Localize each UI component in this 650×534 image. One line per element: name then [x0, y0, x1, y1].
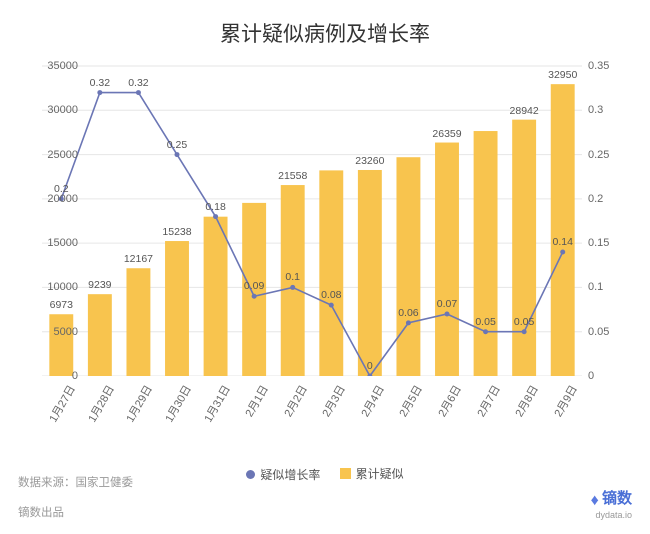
- bar-value-label: 28942: [510, 105, 539, 117]
- bar-value-label: 9239: [88, 279, 111, 291]
- line-value-label: 0.18: [205, 201, 225, 213]
- credit: 镝数出品: [18, 504, 632, 520]
- line-marker: [329, 303, 334, 308]
- bar: [165, 241, 189, 376]
- y-right-tick: 0.05: [588, 326, 609, 338]
- bar-value-label: 15238: [162, 226, 191, 238]
- line-marker: [445, 312, 450, 317]
- bar-value-label: 21558: [278, 170, 307, 182]
- flame-icon: ♦: [591, 492, 599, 510]
- footer: 数据来源：国家卫健委 镝数出品 ♦ 镝数 dydata.io: [0, 466, 650, 534]
- bar: [358, 170, 382, 376]
- line-marker: [97, 90, 102, 95]
- y-right-tick: 0.1: [588, 281, 603, 293]
- bar: [49, 314, 73, 376]
- line-marker: [522, 329, 527, 334]
- bar: [512, 120, 536, 376]
- bar: [396, 157, 420, 376]
- line-value-label: 0.05: [475, 316, 495, 328]
- y-left-tick: 10000: [47, 281, 78, 293]
- logo-sub: dydata.io: [591, 510, 632, 520]
- bar: [88, 294, 112, 376]
- line-marker: [560, 250, 565, 255]
- y-left-tick: 25000: [47, 149, 78, 161]
- data-source: 数据来源：国家卫健委: [18, 474, 632, 490]
- bar: [204, 217, 228, 376]
- chart-container: 累计疑似病例及增长率 05000100001500020000250003000…: [0, 0, 650, 534]
- bar-value-label: 32950: [548, 69, 577, 81]
- line-value-label: 0.05: [514, 316, 534, 328]
- line-value-label: 0.32: [90, 77, 110, 89]
- logo-row: ♦ 镝数: [591, 487, 632, 510]
- line-value-label: 0.06: [398, 307, 418, 319]
- chart-title: 累计疑似病例及增长率: [0, 0, 650, 58]
- line-value-label: 0.08: [321, 289, 341, 301]
- line-marker: [175, 152, 180, 157]
- y-left-tick: 15000: [47, 237, 78, 249]
- y-left-tick: 30000: [47, 104, 78, 116]
- y-right-tick: 0.3: [588, 104, 603, 116]
- y-left-tick: 35000: [47, 60, 78, 72]
- line-value-label: 0.09: [244, 280, 264, 292]
- y-left-tick: 5000: [54, 326, 78, 338]
- y-right-tick: 0.25: [588, 149, 609, 161]
- y-right-tick: 0.15: [588, 237, 609, 249]
- line-value-label: 0.32: [128, 77, 148, 89]
- logo-text: 镝数: [602, 490, 632, 507]
- line-marker: [136, 90, 141, 95]
- line-value-label: 0: [367, 360, 373, 372]
- line-value-label: 0.2: [54, 183, 69, 195]
- logo: ♦ 镝数 dydata.io: [591, 487, 632, 520]
- y-left-tick: 0: [72, 370, 78, 382]
- chart-svg: [42, 58, 582, 376]
- line-value-label: 0.1: [285, 271, 300, 283]
- line-marker: [290, 285, 295, 290]
- line-marker: [406, 320, 411, 325]
- line-marker: [213, 214, 218, 219]
- bar: [551, 84, 575, 376]
- bar: [126, 268, 150, 376]
- y-right-tick: 0: [588, 370, 594, 382]
- bar: [319, 170, 343, 376]
- line-value-label: 0.14: [552, 236, 572, 248]
- y-right-tick: 0.35: [588, 60, 609, 72]
- line-marker: [483, 329, 488, 334]
- bar: [435, 143, 459, 376]
- y-right-tick: 0.2: [588, 193, 603, 205]
- bar-value-label: 26359: [432, 128, 461, 140]
- bar-value-label: 12167: [124, 253, 153, 265]
- bar-value-label: 6973: [50, 299, 73, 311]
- bar-value-label: 23260: [355, 155, 384, 167]
- line-value-label: 0.25: [167, 139, 187, 151]
- line-value-label: 0.07: [437, 298, 457, 310]
- chart-area: 0500010000150002000025000300003500000.05…: [42, 58, 622, 413]
- line-marker: [252, 294, 257, 299]
- bar: [474, 131, 498, 376]
